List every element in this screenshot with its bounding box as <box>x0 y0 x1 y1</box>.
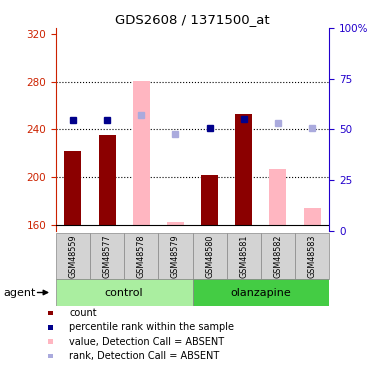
Bar <box>235 114 252 225</box>
Text: GSM48582: GSM48582 <box>273 234 283 278</box>
Bar <box>303 208 321 225</box>
Bar <box>201 175 218 225</box>
Bar <box>270 169 286 225</box>
Text: percentile rank within the sample: percentile rank within the sample <box>69 322 234 332</box>
Bar <box>90 232 124 279</box>
Text: GSM48581: GSM48581 <box>239 234 248 278</box>
Text: GSM48577: GSM48577 <box>102 234 112 278</box>
Text: olanzapine: olanzapine <box>231 288 291 297</box>
Text: agent: agent <box>4 288 36 297</box>
Text: GSM48578: GSM48578 <box>137 234 146 278</box>
Bar <box>192 279 329 306</box>
Bar <box>56 232 90 279</box>
Bar <box>64 151 82 225</box>
Text: value, Detection Call = ABSENT: value, Detection Call = ABSENT <box>69 337 224 346</box>
Text: GDS2608 / 1371500_at: GDS2608 / 1371500_at <box>115 13 270 26</box>
Text: GSM48579: GSM48579 <box>171 234 180 278</box>
Bar <box>192 232 227 279</box>
Bar <box>261 232 295 279</box>
Text: GSM48583: GSM48583 <box>308 234 316 278</box>
Bar <box>99 135 116 225</box>
Bar <box>158 232 192 279</box>
Text: control: control <box>105 288 144 297</box>
Bar <box>227 232 261 279</box>
Bar <box>295 232 329 279</box>
Bar <box>133 81 150 225</box>
Text: rank, Detection Call = ABSENT: rank, Detection Call = ABSENT <box>69 351 219 361</box>
Text: GSM48559: GSM48559 <box>69 234 77 278</box>
Text: count: count <box>69 308 97 318</box>
Bar <box>56 279 192 306</box>
Bar <box>124 232 158 279</box>
Text: GSM48580: GSM48580 <box>205 234 214 278</box>
Bar <box>167 222 184 225</box>
